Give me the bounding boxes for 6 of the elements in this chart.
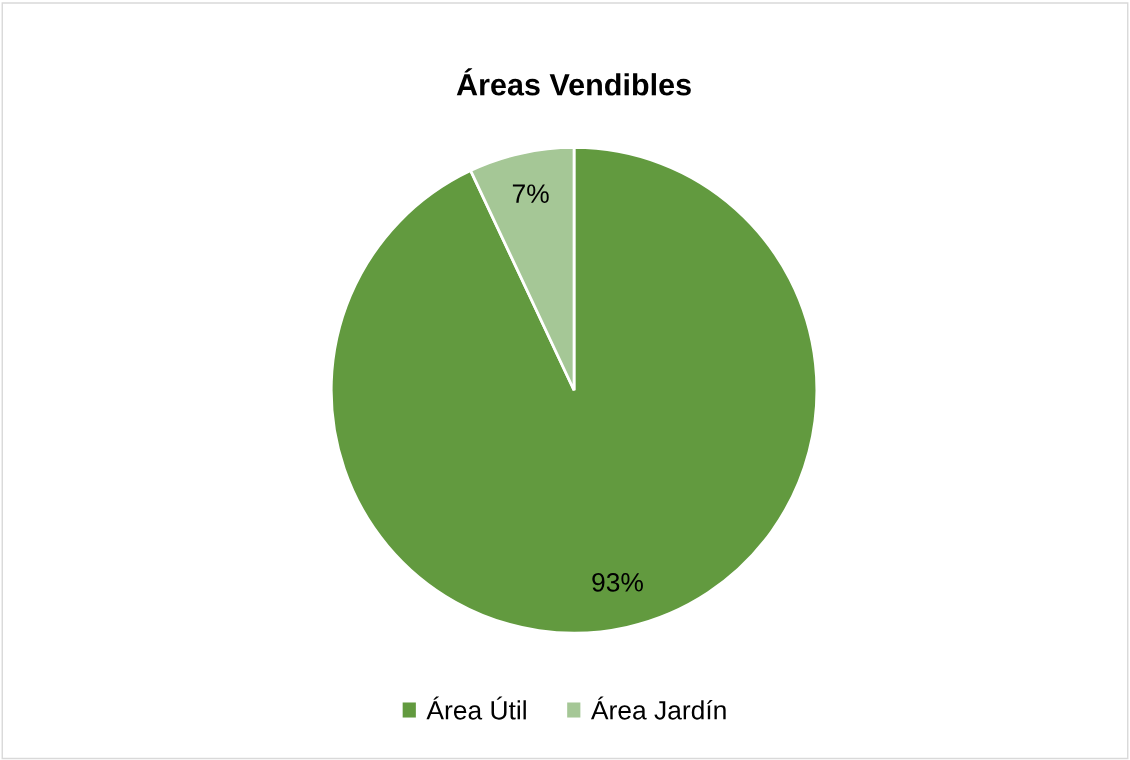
pie-slice [329,146,819,635]
legend-label: Área Jardín [590,696,726,720]
chart-title: Áreas Vendibles [456,68,691,96]
legend-label: Área Útil [426,696,526,720]
data-label: 93% [592,572,643,592]
data-label: 7% [512,184,549,203]
